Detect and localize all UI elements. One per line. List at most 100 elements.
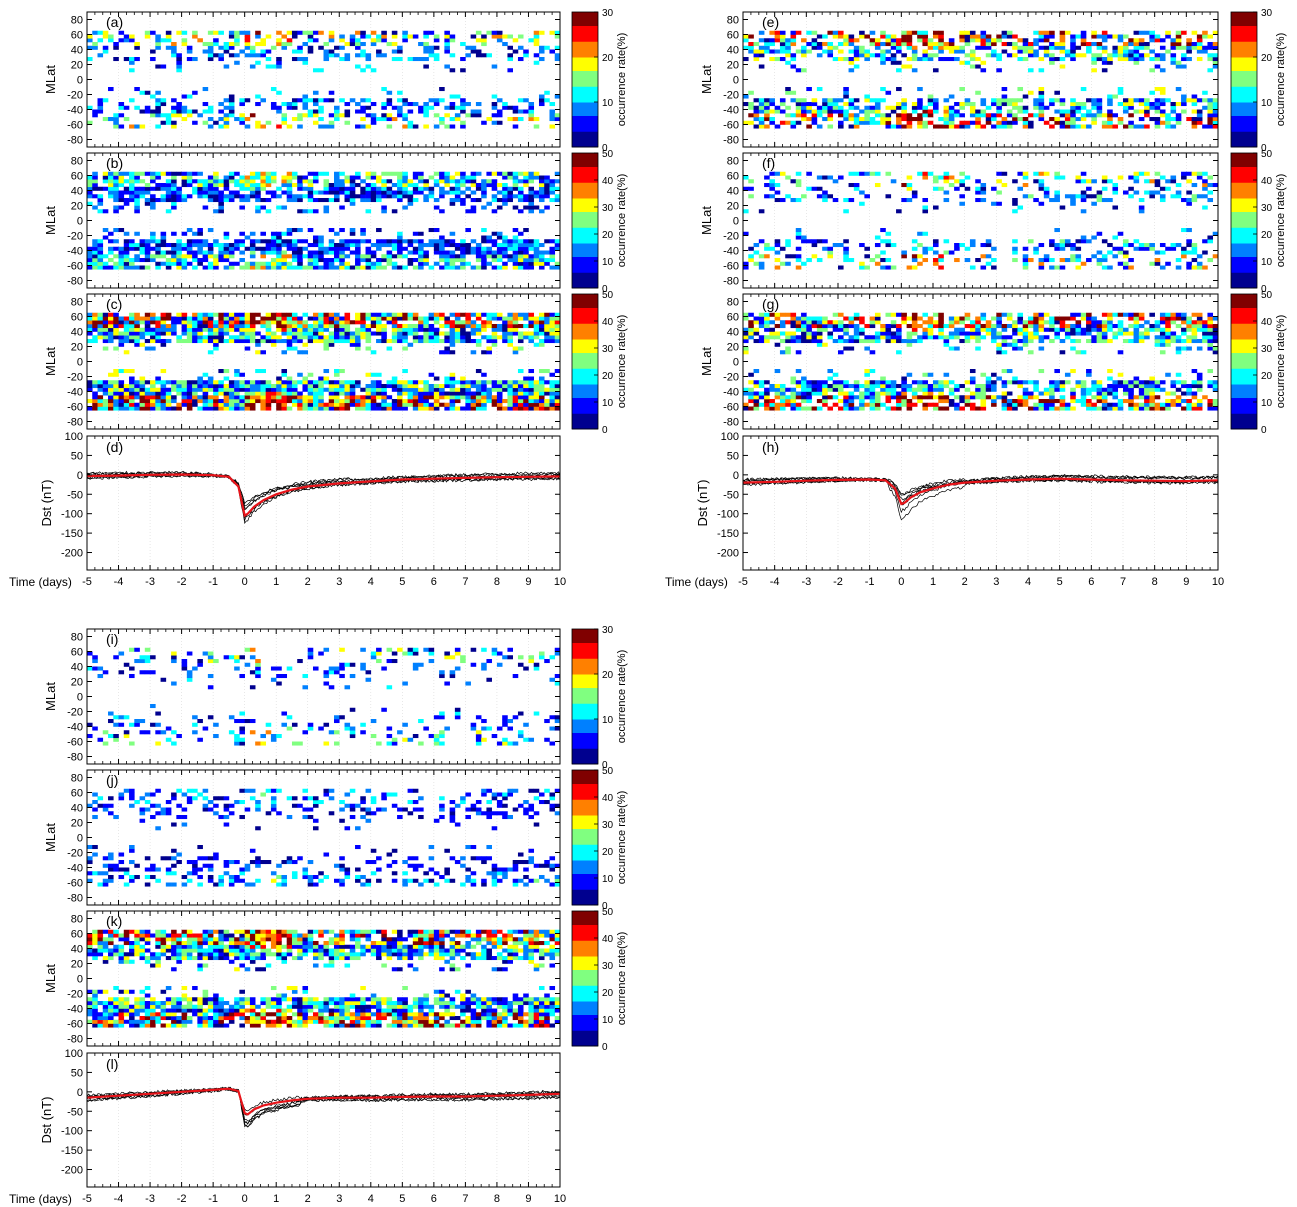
heat-cell [1144,53,1150,58]
heat-cell [376,175,382,180]
heat-cell [270,87,277,92]
heat-cell [360,387,366,392]
heat-cell [391,316,398,321]
heat-cell [276,399,282,404]
heat-cell [197,194,203,199]
heat-cell [402,117,408,122]
heat-cell [281,117,288,122]
heat-cell [181,331,188,336]
heat-cell [286,30,293,35]
event-trace [86,473,561,518]
heat-cell [1175,113,1182,118]
heat-cell [954,45,960,50]
heat-cell [922,53,929,58]
heat-cell [1107,60,1113,65]
colorbar-segment [572,339,598,342]
heat-cell [297,316,303,321]
heat-cell [470,49,477,54]
heat-cell [533,205,540,210]
heat-cell [312,30,319,35]
heat-cell [239,399,245,404]
heat-cell [328,186,335,191]
colorbar-segment [572,32,598,35]
heat-cell [1086,109,1092,114]
heat-cell [460,171,466,176]
heat-cell [975,109,981,114]
heat-cell [391,406,398,411]
heat-cell [139,258,146,263]
heat-cell [1038,68,1045,73]
colorbar-segment [572,334,598,338]
heat-cell [460,98,466,103]
heat-cell [758,49,765,54]
heat-cell [533,190,540,195]
colorbar-segment [572,153,598,156]
x-tick-label: 1 [273,576,279,588]
heat-cell [1049,60,1055,65]
heat-cell [370,120,377,125]
heat-cell [418,250,424,255]
heat-cell [533,324,540,329]
heat-cell [291,30,298,35]
heat-cell [102,399,109,404]
y-axis-label: MLat [43,65,58,94]
heat-cell [528,205,535,210]
y-tick-label: -40 [67,105,83,117]
heat-cell [549,109,556,114]
y-tick-label: 0 [77,75,83,87]
heat-cell [1117,49,1124,54]
heat-cell [370,265,377,270]
heat-cell [113,312,119,317]
heat-cell [475,391,482,396]
heat-cell [906,113,913,118]
heat-cell [528,387,535,392]
heat-cell [901,109,907,114]
heat-cell [218,190,224,195]
heat-cell [286,324,293,329]
heat-cell [118,258,125,263]
heat-cell [779,120,786,125]
heat-cell [144,239,151,244]
heat-cell [360,331,366,336]
heat-cell [276,57,282,62]
heat-cell [1012,113,1018,118]
heat-cell [1154,124,1161,129]
heat-cell [517,312,524,317]
heat-cell [365,265,372,270]
heat-cell [1159,68,1166,73]
heat-cell [139,243,146,248]
heat-cell [1022,94,1029,99]
heat-cell [381,34,387,39]
heat-cell [1059,109,1066,114]
heat-cell [554,243,561,248]
heat-cell [491,265,498,270]
heat-cell [444,395,450,400]
heat-cell [1101,113,1108,118]
heat-cell [376,228,382,233]
heat-cell [349,339,356,344]
heat-cell [470,399,477,404]
heat-cell [496,38,503,43]
heat-cell [512,250,519,255]
heat-cell [334,171,340,176]
heat-cell [917,57,923,62]
heat-cell [334,175,340,180]
heat-cell [544,335,550,340]
heat-cell [460,109,466,114]
heat-cell [160,399,167,404]
heat-cell [355,246,361,251]
heat-cell [239,175,245,180]
heat-cell [1049,57,1055,62]
heat-cell [832,109,839,114]
colorbar-segment [572,175,598,179]
heat-cell [312,261,319,266]
heat-cell [1080,30,1087,35]
heat-cell [381,395,387,400]
heat-cell [475,327,482,332]
heat-cell [123,190,130,195]
heat-cell [423,64,429,69]
heat-cell [428,339,435,344]
heat-cell [155,339,161,344]
heat-cell [528,384,535,389]
heat-cell [213,261,219,266]
